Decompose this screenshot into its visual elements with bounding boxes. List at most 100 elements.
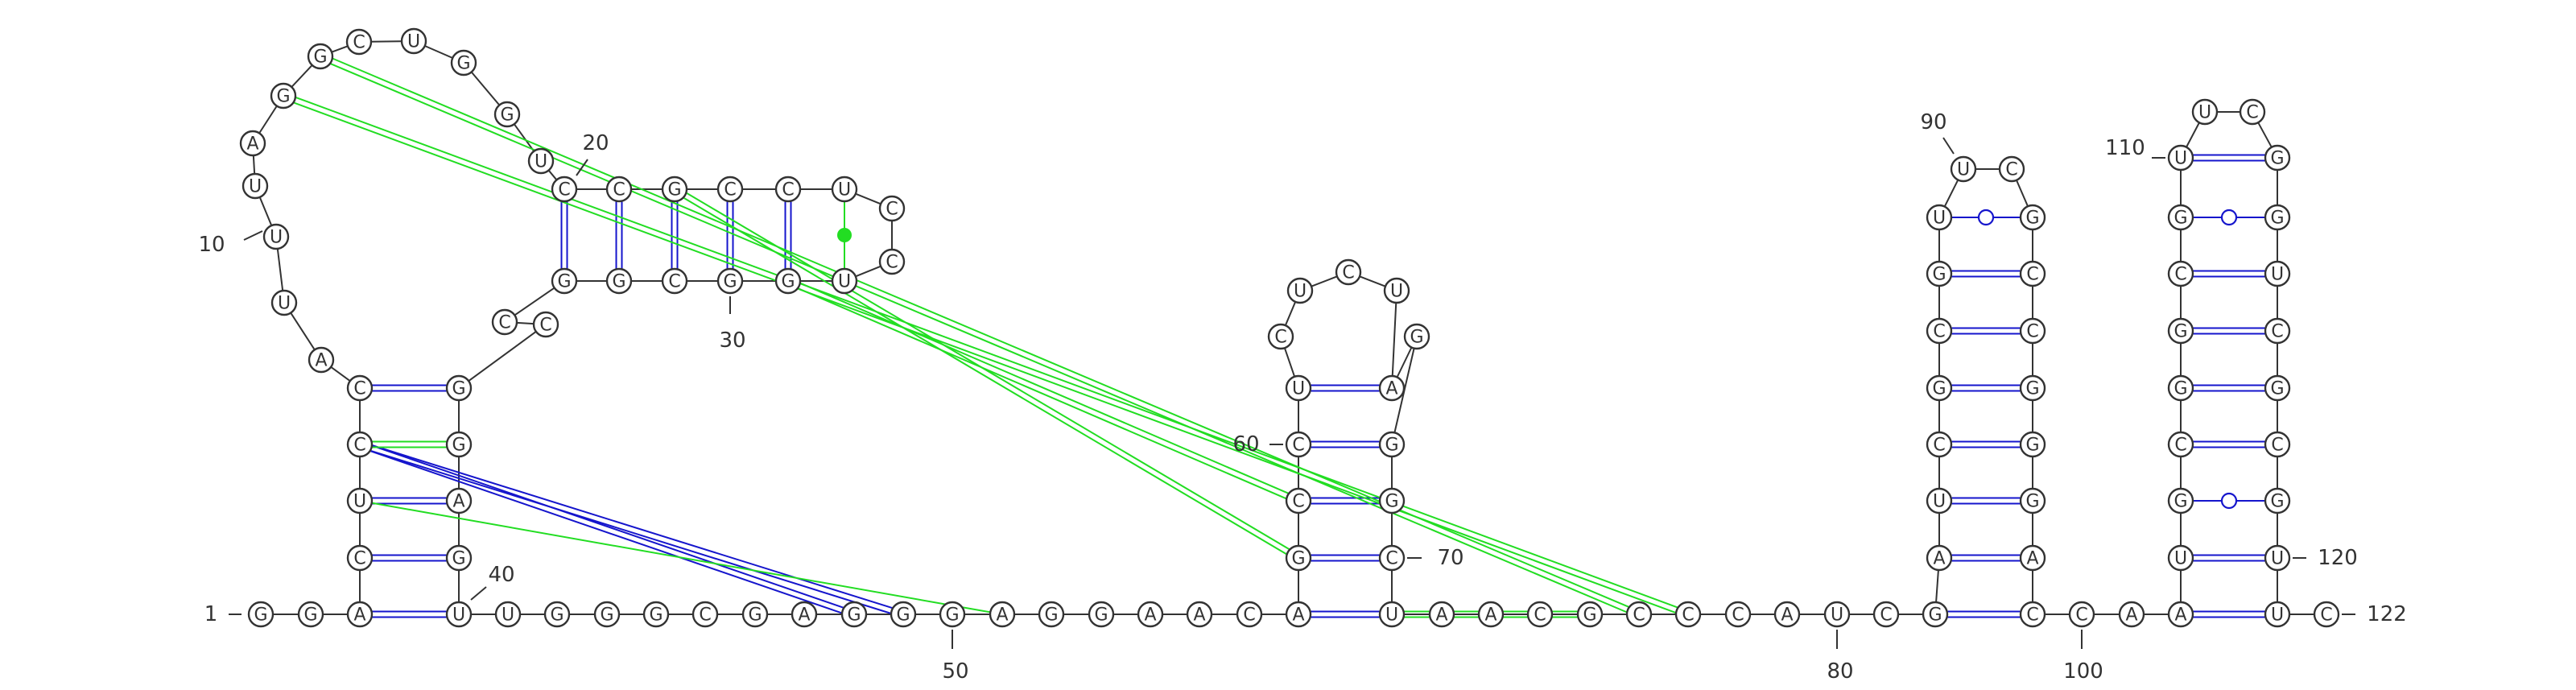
nucleotide-base: C [1342,263,1354,283]
nucleotide: A [445,487,473,514]
backbone-segment [468,331,537,382]
nucleotide-circle [1378,431,1406,458]
nucleotide-circle [774,176,802,203]
nucleotide-base: C [1534,605,1546,626]
nucleotide-base: G [1385,492,1398,512]
nucleotide: A [2167,601,2194,628]
nucleotide-base: C [2320,605,2332,626]
nucleotide-circle [2167,431,2194,458]
nucleotide-base: C [2075,605,2087,626]
nucleotide-circle [345,28,373,56]
nucleotide: G [445,374,473,402]
nucleotide-base: C [2271,436,2283,456]
nucleotide-base: G [2174,209,2187,229]
tertiary-interaction-line [369,449,891,614]
nucleotide: C [551,176,578,203]
nucleotide-circle [2264,487,2291,514]
nucleotide-circle [791,601,818,628]
nucleotide-circle [493,101,521,128]
nucleotide-base: G [1583,605,1596,626]
nucleotide-circle [2019,487,2046,514]
nucleotide-base: G [303,605,317,626]
nucleotide-circle [605,176,633,203]
nucleotide-base: G [2174,322,2187,342]
nucleotide-base: U [1390,282,1403,302]
nucleotide-circle [1477,601,1505,628]
position-label: 50 [942,659,968,684]
backbone-segment [470,71,501,106]
nucleotide-base: C [1880,605,1892,626]
position-label: 110 [2105,136,2145,160]
nucleotide: C [1998,155,2025,183]
nucleotide-base: G [612,272,625,292]
nucleotide-circle [2167,317,2194,345]
nucleotide: C [491,308,518,336]
nucleotide-circle [532,311,559,338]
backbone-segment [514,287,555,316]
backbone-segment [1943,179,1959,208]
nucleotide-circle [878,195,906,222]
backbone-segment [291,64,313,88]
nucleotide: C [346,374,374,402]
nucleotide: G [2167,204,2194,231]
tertiary-interaction-line [295,96,1678,609]
nucleotide-base: U [2271,605,2284,626]
nucleotide: G [605,267,633,295]
nucleotide: U [1926,204,1953,231]
nucleotide: U [2167,544,2194,572]
backbone-segment [1935,569,1939,603]
backbone-segment [424,45,453,59]
nucleotide-base: A [1933,549,1945,569]
nucleotide: G [297,601,324,628]
nucleotide-circle [450,49,477,76]
nucleotide-base: G [2270,149,2284,169]
nucleotide-base: C [668,272,680,292]
nucleotide-base: G [452,436,465,456]
nucleotide: A [791,601,818,628]
nucleotide-base: C [699,605,711,626]
nucleotide: C [1872,601,1900,628]
nucleotide: C [346,431,374,458]
nucleotide-circle [1038,601,1065,628]
nucleotide-circle [2019,431,2046,458]
nucleotide-base: U [353,492,366,512]
nucleotide-base: C [1243,605,1255,626]
nucleotide-base: G [1385,436,1398,456]
nucleotide: G [1922,601,1949,628]
nucleotide-circle [270,289,298,316]
nucleotide: A [1137,601,1164,628]
nucleotide: G [2019,374,2046,402]
nucleotide-circle [1926,374,1953,402]
nucleotide: A [1378,374,1406,402]
nucleotide-circle [2239,98,2266,126]
nucleotide-base: C [782,180,794,200]
nucleotide-circle [741,601,769,628]
nucleotide: C [878,248,906,275]
nucleotide-base: U [535,152,547,172]
nucleotide-circle [1674,601,1702,628]
position-label: 10 [198,233,225,257]
backbone-segment [1284,301,1297,326]
nucleotide-circle [1526,601,1554,628]
nucleotide-base: G [1094,605,1108,626]
nucleotide: C [1267,323,1294,350]
nucleotide: C [1926,431,1953,458]
nucleotide: A [1773,601,1801,628]
nucleotide-base: G [254,605,267,626]
nucleotide: G [1926,374,1953,402]
nucleotide-base: G [557,272,571,292]
nucleotide: G [840,601,868,628]
position-label: 120 [2318,546,2358,570]
nucleotide-base: U [502,605,514,626]
nucleotide-circle [445,487,473,514]
tertiary-interaction-line [683,196,1287,556]
nucleotide-base: C [1682,605,1694,626]
nucleotide: G [661,176,688,203]
nucleotide: C [2313,601,2340,628]
nucleotide-base: U [278,294,291,314]
nucleotide-circle [661,267,688,295]
nucleotide-circle [1950,155,1977,183]
nucleotide: U [494,601,522,628]
nucleotide-circle [2167,144,2194,171]
nucleotide-circle [270,82,297,109]
